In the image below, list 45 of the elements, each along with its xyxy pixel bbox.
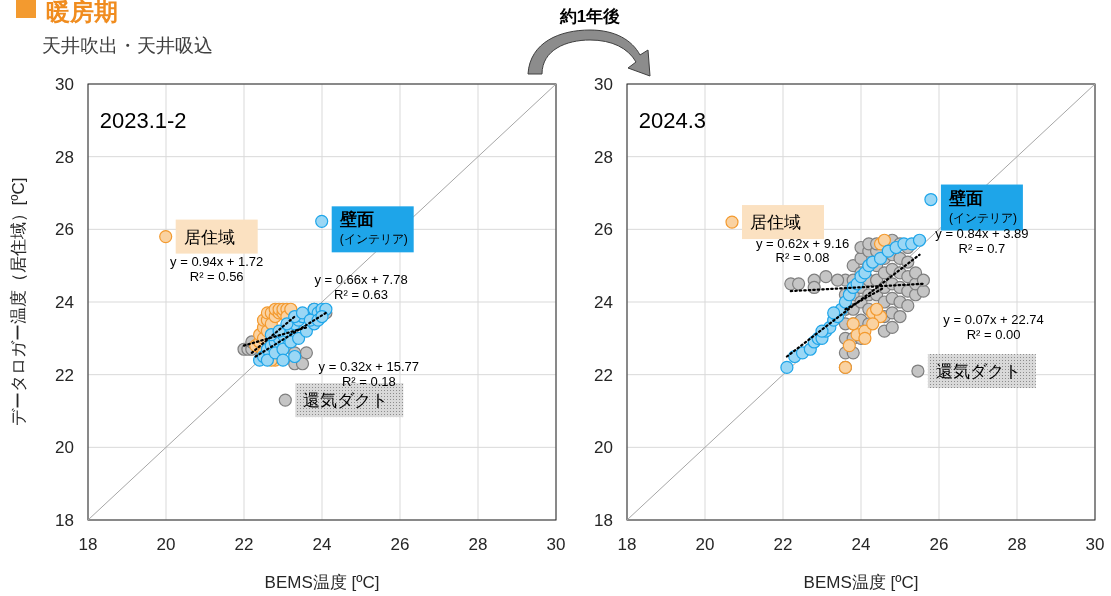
x-tick-label: 22	[234, 535, 254, 554]
annotation: y = 0.32x + 15.77 R² = 0.18	[318, 359, 420, 389]
annotation: y = 0.84x + 3.89 R² = 0.7	[935, 226, 1029, 257]
y-tick-label: 22	[55, 365, 74, 385]
x-tick-label: 26	[929, 535, 949, 554]
chart-subtitle: 天井吹出・天井吸込	[42, 35, 213, 56]
x-tick-label: 22	[773, 535, 793, 554]
y-axis-title: データロガー温度（居住域）[ºC]	[9, 177, 28, 427]
legend-label: 還気ダクト	[303, 391, 389, 411]
x-tick-label: 24	[851, 535, 871, 554]
x-tick-label: 28	[1007, 535, 1027, 554]
y-tick-label: 28	[55, 147, 74, 167]
y-tick-label: 26	[55, 220, 74, 240]
annotation: y = 0.94x + 1.72 R² = 0.56	[170, 253, 264, 284]
legend-label: 居住域	[750, 213, 801, 233]
x-tick-label: 30	[1085, 535, 1105, 554]
x-tick-label: 18	[78, 535, 98, 554]
x-axis-title: BEMS温度 [ºC]	[264, 573, 380, 592]
x-tick-label: 30	[546, 535, 566, 554]
text: 約1年後	[558, 7, 621, 26]
x-tick-label: 28	[468, 535, 488, 554]
y-tick-label: 30	[55, 75, 74, 94]
annotation: y = 0.07x + 22.74 R² = 0.00	[943, 311, 1044, 342]
y-tick-label: 24	[594, 293, 613, 312]
legend-label: 還気ダクト	[935, 362, 1021, 382]
y-tick-label: 20	[594, 438, 613, 458]
y-tick-label: 24	[55, 293, 74, 312]
x-tick-label: 24	[312, 535, 332, 554]
annotation: 2024.3	[638, 108, 706, 134]
annotation: 2023.1-2	[99, 108, 187, 134]
annotation: y = 0.62x + 9.16 R² = 0.08	[755, 235, 850, 266]
y-tick-label: 30	[594, 75, 613, 94]
x-tick-label: 20	[695, 535, 715, 554]
y-tick-label: 18	[55, 511, 74, 530]
x-tick-label: 18	[617, 535, 637, 554]
x-axis-title: BEMS温度 [ºC]	[803, 573, 919, 592]
x-tick-label: 20	[156, 535, 176, 554]
y-tick-label: 18	[594, 511, 613, 530]
x-tick-label: 26	[390, 535, 410, 554]
y-tick-label: 28	[594, 147, 613, 167]
annotation: y = 0.66x + 7.78 R² = 0.63	[314, 271, 408, 302]
y-tick-label: 26	[594, 220, 613, 240]
y-tick-label: 22	[594, 365, 613, 385]
legend-label: 居住域	[183, 227, 235, 247]
y-tick-label: 20	[55, 438, 74, 458]
